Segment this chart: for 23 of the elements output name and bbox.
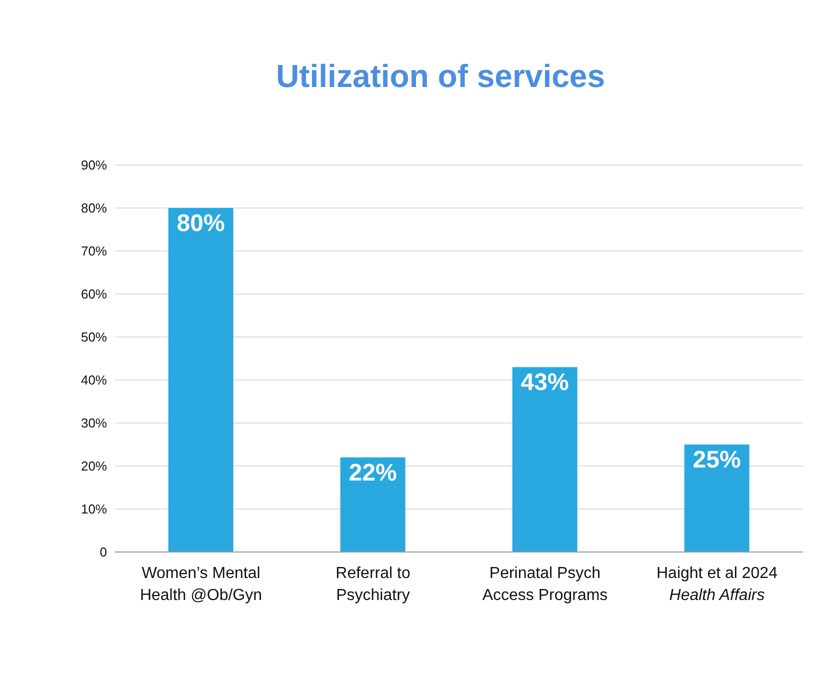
bar bbox=[340, 457, 406, 552]
x-tick-label: Referral to Psychiatry bbox=[336, 565, 410, 604]
y-tick-label: 60% bbox=[80, 286, 108, 302]
y-tick-label: 0 bbox=[100, 544, 107, 560]
data-label: 43% bbox=[520, 369, 569, 396]
data-label: 22% bbox=[348, 459, 397, 486]
x-tick-label: Perinatal Psych Access Programs bbox=[482, 565, 608, 604]
bar bbox=[168, 208, 234, 552]
y-tick-label: 70% bbox=[80, 244, 108, 259]
y-tick-label: 30% bbox=[80, 416, 108, 431]
bar bbox=[684, 444, 750, 552]
bar bbox=[512, 367, 578, 552]
y-tick-label: 80% bbox=[80, 200, 108, 216]
y-tick-label: 10% bbox=[80, 502, 108, 517]
x-tick-label: Haight et al 2024 Health Affairs bbox=[656, 565, 778, 604]
chart-title: Utilization of services bbox=[275, 57, 606, 96]
x-tick-label: Women’s Mental Health @Ob/Gyn bbox=[140, 565, 262, 604]
y-tick-label: 40% bbox=[80, 372, 108, 388]
y-tick-label: 90% bbox=[80, 158, 108, 173]
y-tick-label: 20% bbox=[80, 458, 108, 474]
data-label: 25% bbox=[692, 446, 741, 474]
data-label: 80% bbox=[176, 210, 225, 238]
y-tick-label: 50% bbox=[80, 330, 108, 345]
